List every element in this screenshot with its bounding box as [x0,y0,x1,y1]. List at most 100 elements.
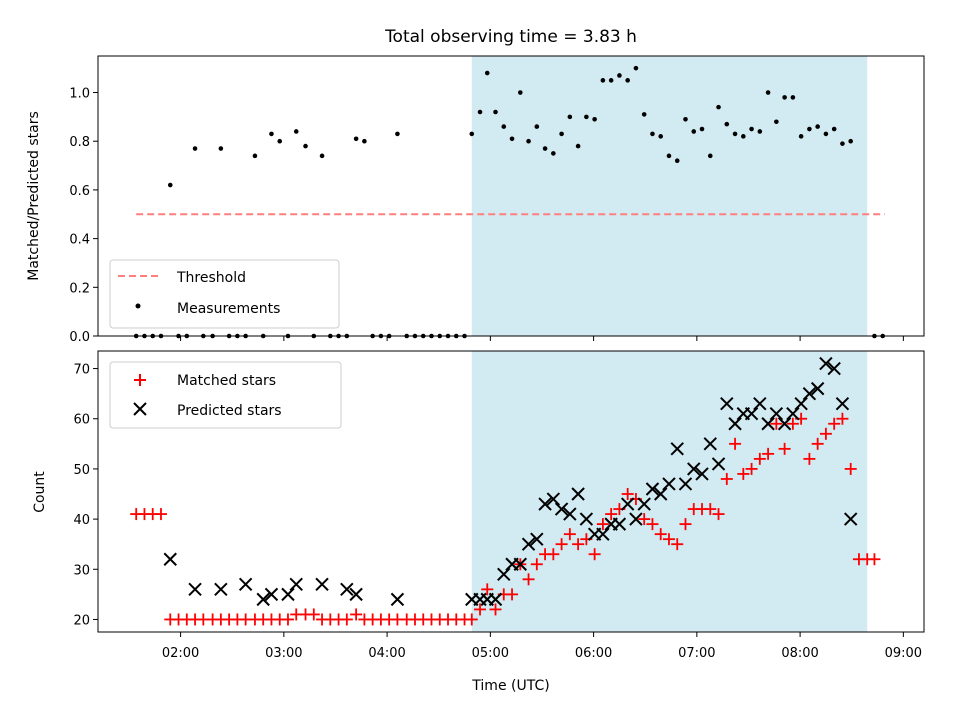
matched-star-point [753,452,766,465]
measurement-point [666,153,672,159]
matched-star-point [530,558,543,571]
ratio-y-tick-label: 0.8 [69,135,90,150]
measurement-point [782,95,787,100]
matched-star-point [868,553,881,566]
measurement-point [707,153,713,159]
measurement-point [815,124,820,129]
measurement-point [757,129,763,134]
measurement-point [192,146,198,151]
predicted-star-point [340,582,354,597]
predicted-star-point [163,552,177,566]
count-y-tick-label: 40 [73,513,90,528]
matched-star-point [506,588,519,601]
measurement-point [252,153,258,159]
matched-star-point [762,447,775,460]
measurement-point [658,134,664,139]
ratio-legend: Threshold Measurements [109,259,340,329]
x-axis-label: Time (UTC) [471,678,549,694]
predicted-star-point [579,512,594,526]
matched-star-point [819,427,832,440]
measurement-point [293,129,299,134]
count-panel: 20 30 40 50 60 70 02:00 03:00 04:00 05:00 06:00 07… [32,350,925,694]
predicted-star-point [670,442,684,456]
measurement-point [319,153,325,159]
measurement-point [831,126,837,132]
matched-star-point [307,608,320,621]
predicted-star-point [497,567,511,582]
count-y-axis-label: Count [32,471,48,513]
predicted-star-point [612,517,627,531]
predicted-legend-label: Predicted stars [177,403,282,419]
predicted-legend-swatch [133,402,147,416]
matched-star-point [481,583,494,596]
measurement-point [484,70,490,76]
predicted-star-point [264,587,279,602]
matched-star-point [712,508,725,521]
x-tick-label: 07:00 [678,646,715,661]
ratio-y-tick-label: 0.4 [69,233,90,248]
measurement-point [534,124,540,129]
threshold-legend-label: Threshold [176,270,246,286]
measurements-legend-swatch [135,303,141,309]
predicted-star-point [678,477,693,491]
matched-star-point [547,548,560,561]
matched-star-point [704,503,717,516]
matched-star-point [465,613,478,626]
x-tick-label: 05:00 [472,646,509,661]
predicted-star-point [794,396,808,411]
x-tick-label: 09:00 [885,646,922,661]
matched-star-point [621,488,634,501]
matched-star-point [563,528,576,541]
measurement-point [741,134,746,139]
measurement-point [716,104,721,110]
measurement-point [353,136,359,142]
predicted-star-point [390,592,405,607]
predicted-star-point [488,592,503,607]
measurement-point [517,90,523,95]
measurement-point [749,126,754,132]
measurement-point [303,143,308,149]
predicted-star-point [349,587,363,602]
measurement-point [362,138,367,144]
predicted-star-point [720,396,734,411]
measurement-point [469,131,475,137]
matched-star-point [588,548,601,561]
predicted-star-point [629,512,643,526]
matched-star-point [770,417,783,430]
matched-star-point [679,518,692,531]
predicted-star-point [802,386,817,401]
predicted-star-point [786,407,800,421]
predicted-star-point [711,457,726,471]
measurement-point [608,78,614,83]
predicted-star-point [777,417,792,431]
measurement-point [395,131,400,137]
predicted-star-point [513,557,527,571]
measurement-point [823,131,829,137]
predicted-star-point [238,577,253,592]
predicted-star-point [538,497,552,511]
predicted-star-point [695,467,709,481]
predicted-star-point [728,417,742,431]
measurement-point [584,114,589,120]
predicted-star-point [843,512,858,526]
measurement-point [641,112,647,117]
measurement-point [559,131,564,137]
matched-star-point [811,437,824,450]
count-y-tick-label: 60 [73,413,90,428]
x-tick-label: 03:00 [265,646,302,661]
measurement-point [724,121,730,127]
measurements-legend-label: Measurements [177,301,280,317]
predicted-star-point [654,487,668,501]
measurement-point [493,109,498,115]
predicted-star-point [645,482,660,496]
matched-star-point [646,518,659,531]
measurement-point [575,143,581,149]
count-legend-box [109,361,342,429]
matched-star-point [572,538,585,551]
measurement-point [509,136,515,142]
measurement-point [592,117,597,122]
predicted-star-point [546,492,561,506]
observing-window-shade [471,351,868,632]
measurement-point [790,95,796,100]
